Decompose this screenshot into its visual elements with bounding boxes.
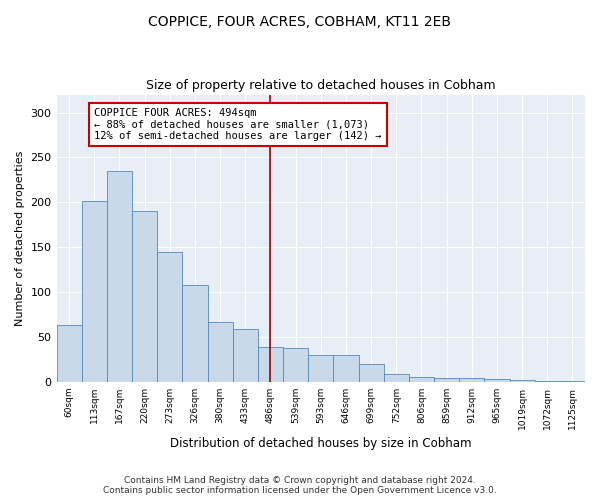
Text: COPPICE, FOUR ACRES, COBHAM, KT11 2EB: COPPICE, FOUR ACRES, COBHAM, KT11 2EB xyxy=(149,15,452,29)
Bar xyxy=(459,378,484,382)
Bar xyxy=(107,171,132,382)
Bar xyxy=(132,211,157,382)
Bar xyxy=(560,381,585,382)
Bar xyxy=(182,285,208,382)
Bar xyxy=(409,377,434,382)
Title: Size of property relative to detached houses in Cobham: Size of property relative to detached ho… xyxy=(146,79,496,92)
Bar xyxy=(383,374,409,382)
Bar xyxy=(308,355,334,382)
Bar xyxy=(56,325,82,382)
Bar xyxy=(82,202,107,382)
Bar xyxy=(208,322,233,382)
Bar xyxy=(334,355,359,382)
X-axis label: Distribution of detached houses by size in Cobham: Distribution of detached houses by size … xyxy=(170,437,472,450)
Text: COPPICE FOUR ACRES: 494sqm
← 88% of detached houses are smaller (1,073)
12% of s: COPPICE FOUR ACRES: 494sqm ← 88% of deta… xyxy=(94,108,382,141)
Bar xyxy=(509,380,535,382)
Bar xyxy=(233,328,258,382)
Bar xyxy=(157,252,182,382)
Bar xyxy=(359,364,383,382)
Bar xyxy=(283,348,308,382)
Bar xyxy=(535,381,560,382)
Y-axis label: Number of detached properties: Number of detached properties xyxy=(15,150,25,326)
Bar xyxy=(434,378,459,382)
Text: Contains HM Land Registry data © Crown copyright and database right 2024.
Contai: Contains HM Land Registry data © Crown c… xyxy=(103,476,497,495)
Bar xyxy=(484,379,509,382)
Bar xyxy=(258,346,283,382)
